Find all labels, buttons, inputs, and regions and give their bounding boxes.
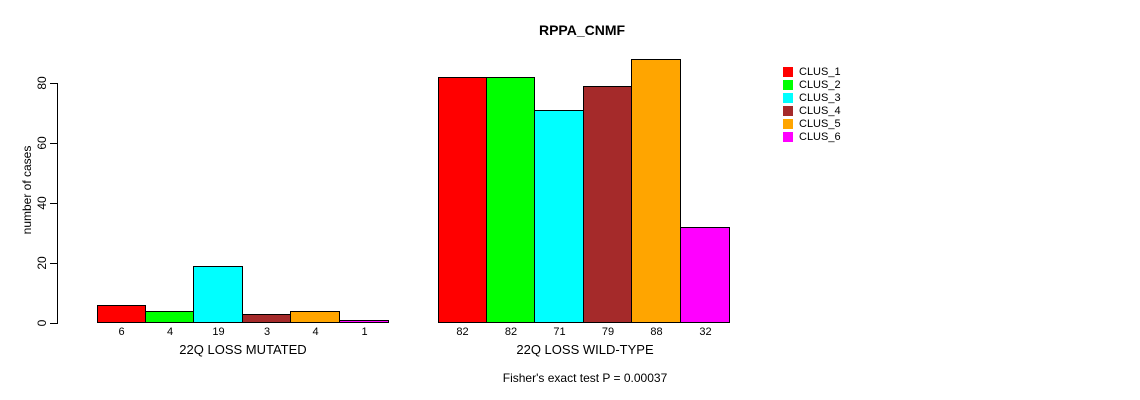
- bar-clus_2-group1: [145, 311, 194, 323]
- bar-value-label: 19: [212, 326, 225, 338]
- legend-item-clus_6: CLUS_6: [783, 130, 841, 143]
- bar-clus_4-group2: [583, 86, 632, 323]
- legend-swatch-icon: [783, 92, 793, 103]
- legend-label: CLUS_3: [799, 91, 841, 104]
- y-tick-mark: [50, 323, 57, 324]
- bar-value-label: 71: [553, 326, 566, 338]
- legend-item-clus_3: CLUS_3: [783, 91, 841, 104]
- bar-value-label: 3: [263, 326, 271, 338]
- bar-clus_1-group1: [97, 305, 146, 323]
- bar-clus_3-group1: [193, 266, 243, 323]
- bar-clus_4-group1: [242, 314, 291, 323]
- bar-clus_6-group1: [339, 320, 389, 323]
- y-axis-line: [57, 83, 58, 324]
- bar-value-label: 4: [166, 326, 174, 338]
- bar-clus_6-group2: [680, 227, 730, 323]
- legend-item-clus_1: CLUS_1: [783, 65, 841, 78]
- y-tick-mark: [50, 83, 57, 84]
- legend-item-clus_4: CLUS_4: [783, 104, 841, 117]
- bar-value-label: 79: [601, 326, 615, 338]
- legend-item-clus_5: CLUS_5: [783, 117, 841, 130]
- y-tick-label: 40: [35, 196, 49, 210]
- y-tick-mark: [50, 263, 57, 264]
- bar-value-label: 1: [361, 326, 368, 338]
- group-label-mutated: 22Q LOSS MUTATED: [179, 342, 307, 357]
- legend-label: CLUS_4: [799, 104, 841, 117]
- y-axis-label: number of cases: [20, 145, 34, 235]
- y-tick-label: 80: [35, 76, 49, 90]
- bar-value-label: 82: [504, 326, 518, 338]
- fisher-test-caption: Fisher's exact test P = 0.00037: [502, 371, 668, 385]
- bar-value-label: 82: [456, 326, 469, 338]
- bar-clus_5-group2: [631, 59, 681, 323]
- bar-clus_2-group2: [486, 77, 535, 323]
- bar-value-label: 32: [699, 326, 712, 338]
- legend-label: CLUS_1: [799, 65, 841, 78]
- legend-label: CLUS_2: [799, 78, 841, 91]
- bar-clus_3-group2: [534, 110, 584, 323]
- y-tick-label: 0: [35, 319, 49, 327]
- legend-swatch-icon: [783, 131, 793, 142]
- group-label-wild-type: 22Q LOSS WILD-TYPE: [516, 342, 654, 357]
- legend-label: CLUS_5: [799, 117, 841, 130]
- legend: CLUS_1 CLUS_2 CLUS_3 CLUS_4 CLUS_5 CLUS_6: [783, 65, 841, 143]
- legend-item-clus_2: CLUS_2: [783, 78, 841, 91]
- legend-swatch-icon: [783, 105, 793, 116]
- legend-label: CLUS_6: [799, 130, 841, 143]
- bar-clus_1-group2: [438, 77, 487, 323]
- bar-value-label: 4: [312, 326, 319, 338]
- y-tick-label: 60: [35, 136, 49, 150]
- y-tick-label: 20: [35, 256, 49, 270]
- y-tick-mark: [50, 143, 57, 144]
- chart-title: RPPA_CNMF: [538, 22, 626, 38]
- bar-value-label: 6: [118, 326, 125, 338]
- bar-value-label: 88: [650, 326, 663, 338]
- legend-swatch-icon: [783, 66, 793, 77]
- bar-clus_5-group1: [290, 311, 340, 323]
- y-tick-mark: [50, 203, 57, 204]
- legend-swatch-icon: [783, 118, 793, 129]
- legend-swatch-icon: [783, 79, 793, 90]
